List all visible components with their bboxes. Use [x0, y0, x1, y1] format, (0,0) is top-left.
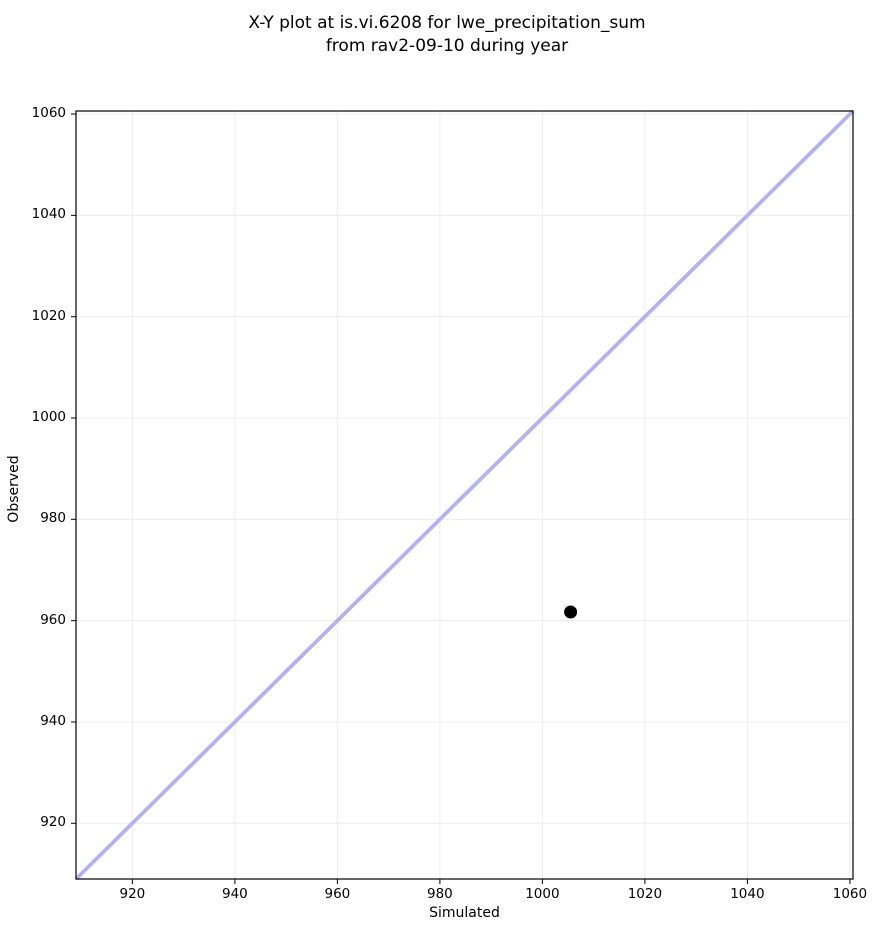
plot-frame — [75, 110, 854, 880]
one-to-one-line — [74, 109, 855, 881]
y-axis-title: Observed — [6, 455, 22, 523]
x-axis-title: Simulated — [429, 905, 500, 921]
observation-point — [564, 605, 578, 619]
chart-title: X-Y plot at is.vi.6208 for lwe_precipita… — [248, 13, 646, 56]
